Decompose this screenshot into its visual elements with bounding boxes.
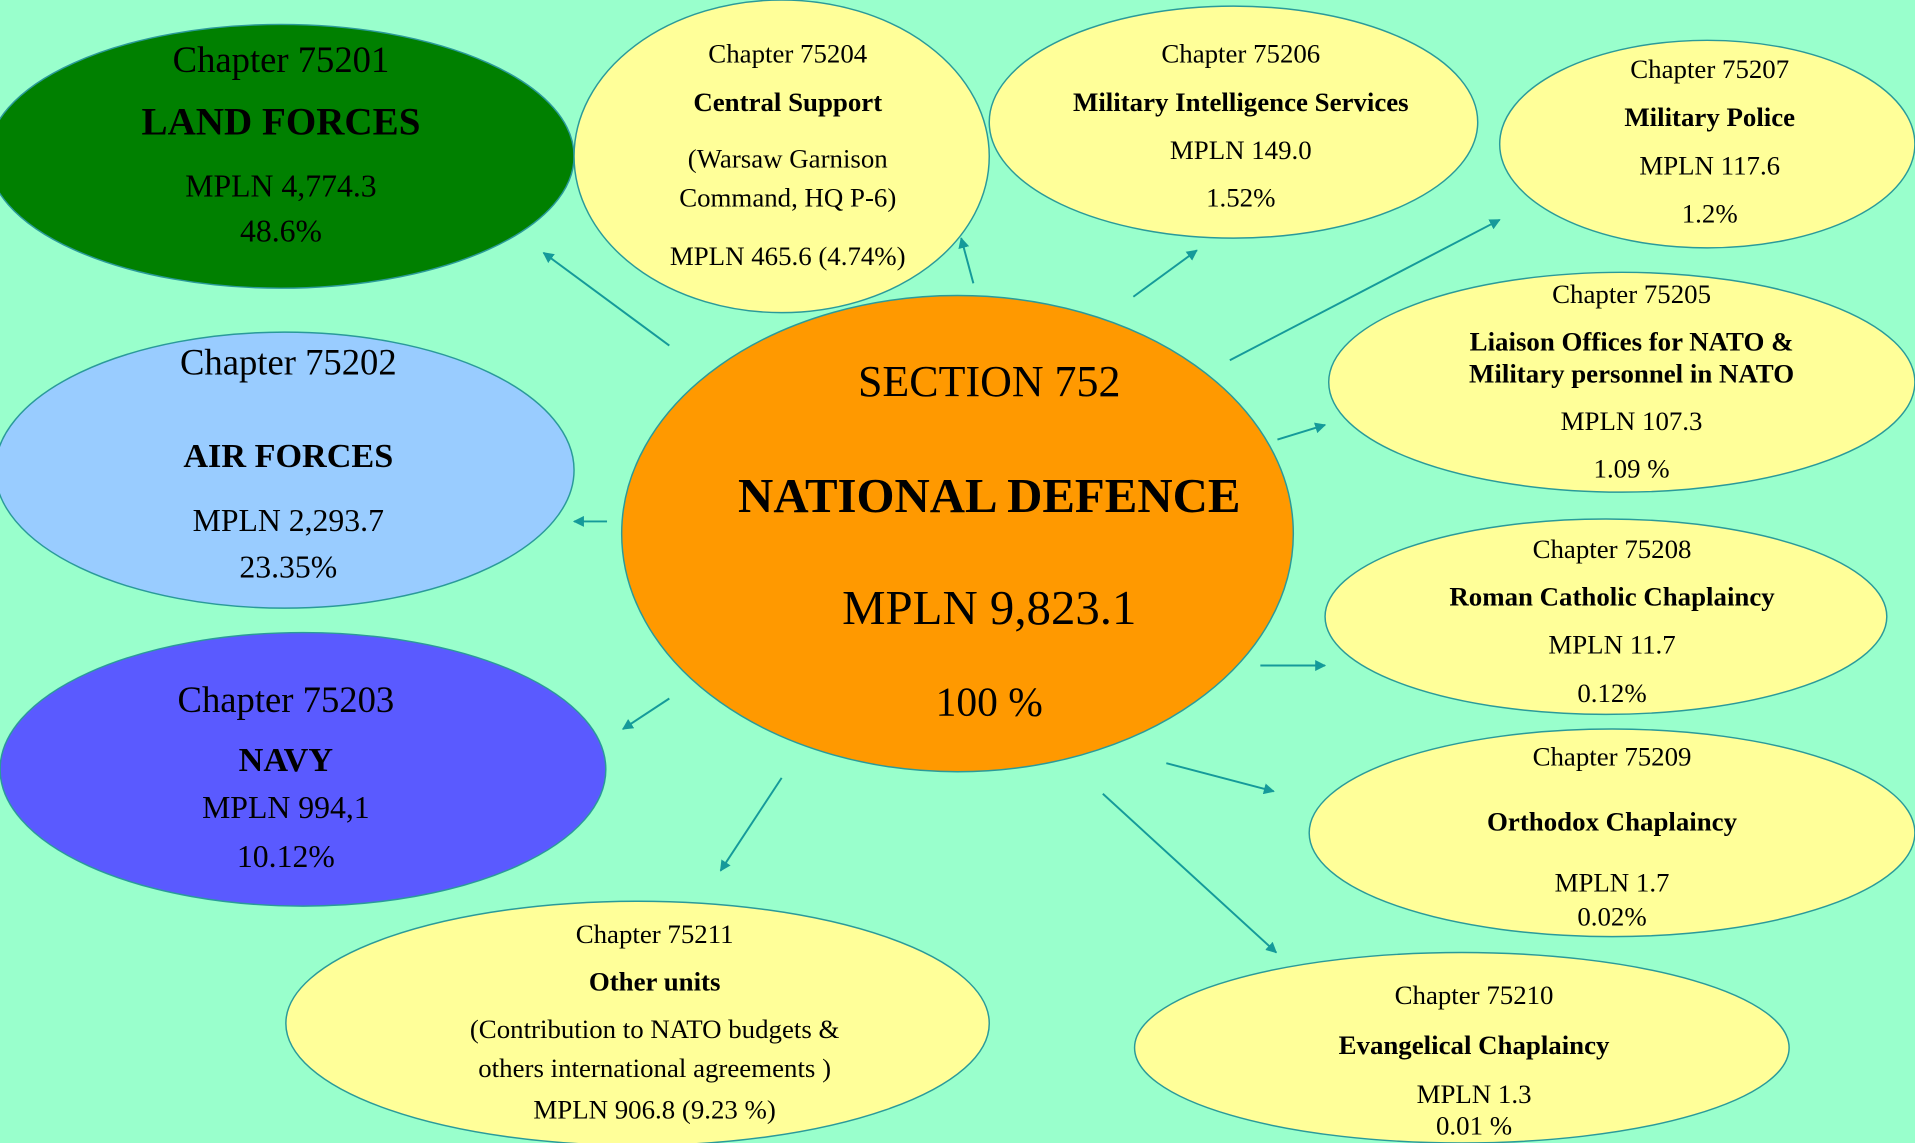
node-text: 0.01 %	[1436, 1111, 1512, 1141]
node-text: Chapter 75211	[576, 919, 734, 949]
node-title: NATIONAL DEFENCE	[738, 468, 1240, 523]
node: Chapter 75210 Evangelical Chaplaincy MPLN …	[1133, 951, 1790, 1143]
node-text: Chapter 75204	[708, 38, 867, 68]
node-text: 0.12%	[1577, 678, 1646, 708]
node-title: Military personnel in NATO	[1469, 358, 1794, 388]
node-text: 10.12%	[237, 839, 335, 874]
node: Chapter 75207 Military Police MPLN 117.6 1.…	[1499, 39, 1915, 249]
node-title: NAVY	[239, 742, 334, 779]
node-text: (Warsaw Garnison	[688, 143, 889, 173]
arrow	[542, 251, 670, 347]
node-text: MPLN 906.8 (9.23 %)	[533, 1095, 775, 1125]
node-shape	[573, 0, 990, 314]
node-text: Chapter 75201	[173, 39, 390, 80]
node: Chapter 75211 Other units (Contribution to…	[285, 900, 990, 1143]
node-text: MPLN 1.7	[1555, 868, 1670, 898]
node-shape	[0, 331, 575, 609]
node: Chapter 75208 Roman Catholic Chaplaincy MP…	[1324, 518, 1888, 716]
node-title: Other units	[589, 966, 721, 996]
node-text: MPLN 465.6 (4.74%)	[670, 241, 906, 271]
node-text: 1.2%	[1682, 198, 1738, 228]
node-text: Chapter 75209	[1533, 742, 1692, 772]
node-text: MPLN 107.3	[1561, 406, 1703, 436]
arrow	[958, 237, 975, 284]
node-shape	[620, 294, 1295, 773]
node-shape	[1133, 951, 1790, 1143]
node: Chapter 75206 Military Intelligence Servi…	[988, 5, 1479, 239]
arrow	[1166, 762, 1275, 795]
node-text: 100 %	[936, 678, 1043, 724]
node-text: MPLN 9,823.1	[842, 580, 1136, 635]
node-title: Evangelical Chaplaincy	[1339, 1030, 1610, 1060]
node-text: Chapter 75207	[1630, 54, 1789, 84]
node-text: Chapter 75202	[180, 342, 397, 383]
node-text: SECTION 752	[858, 357, 1121, 406]
node-text: 48.6%	[240, 214, 322, 249]
node-text: MPLN 2,293.7	[193, 503, 384, 538]
node: Chapter 75209 Orthodox Chaplaincy MPLN 1.7…	[1308, 728, 1915, 938]
node-title: Central Support	[693, 87, 882, 117]
arrow	[621, 697, 670, 730]
node: Chapter 75203 NAVY MPLN 994,1 10.12%	[0, 631, 607, 907]
node-text: (Contribution to NATO budgets &	[470, 1014, 840, 1044]
node-shape	[1324, 518, 1888, 716]
node: Chapter 75201 LAND FORCES MPLN 4,774.3 48.6…	[0, 23, 575, 289]
arrow	[1132, 249, 1198, 298]
node-title: AIR FORCES	[183, 438, 393, 475]
arrow	[1102, 793, 1278, 954]
node-shape	[285, 900, 990, 1143]
arrow	[1277, 422, 1327, 441]
arrows	[542, 218, 1501, 954]
node-text: others international agreements )	[478, 1053, 831, 1083]
node-text: Command, HQ P-6)	[679, 182, 896, 212]
node-text: Chapter 75210	[1395, 980, 1554, 1010]
node: Chapter 75204 Central Support (Warsaw Garn…	[573, 0, 990, 314]
node-text: MPLN 11.7	[1548, 629, 1675, 659]
node-title: Liaison Offices for NATO &	[1470, 327, 1794, 357]
node-text: MPLN 149.0	[1170, 135, 1312, 165]
node-title: Roman Catholic Chaplaincy	[1449, 582, 1775, 612]
node-text: MPLN 4,774.3	[185, 169, 376, 204]
node-title: Orthodox Chaplaincy	[1487, 806, 1738, 836]
node-text: 0.02%	[1577, 902, 1646, 932]
node-text: 1.52%	[1206, 182, 1275, 212]
node-title: Military Police	[1624, 102, 1795, 132]
node-text: MPLN 994,1	[202, 790, 370, 825]
node-title: LAND FORCES	[142, 101, 421, 144]
node-text: MPLN 1.3	[1417, 1079, 1532, 1109]
node: SECTION 752 NATIONAL DEFENCE MPLN 9,823.1 1…	[620, 294, 1295, 773]
node-title: Military Intelligence Services	[1073, 87, 1409, 117]
node-text: 23.35%	[239, 550, 337, 585]
node-text: Chapter 75206	[1161, 38, 1320, 68]
arrow	[719, 777, 783, 872]
node-text: 1.09 %	[1594, 454, 1670, 484]
node-shape	[0, 631, 607, 907]
node-text: Chapter 75205	[1552, 279, 1711, 309]
node: Chapter 75202 AIR FORCES MPLN 2,293.7 23.35…	[0, 331, 575, 609]
node-text: MPLN 117.6	[1639, 151, 1780, 181]
node-text: Chapter 75208	[1533, 534, 1692, 564]
node-shape	[988, 5, 1479, 239]
arrow	[1229, 218, 1501, 362]
node-text: Chapter 75203	[178, 679, 395, 720]
